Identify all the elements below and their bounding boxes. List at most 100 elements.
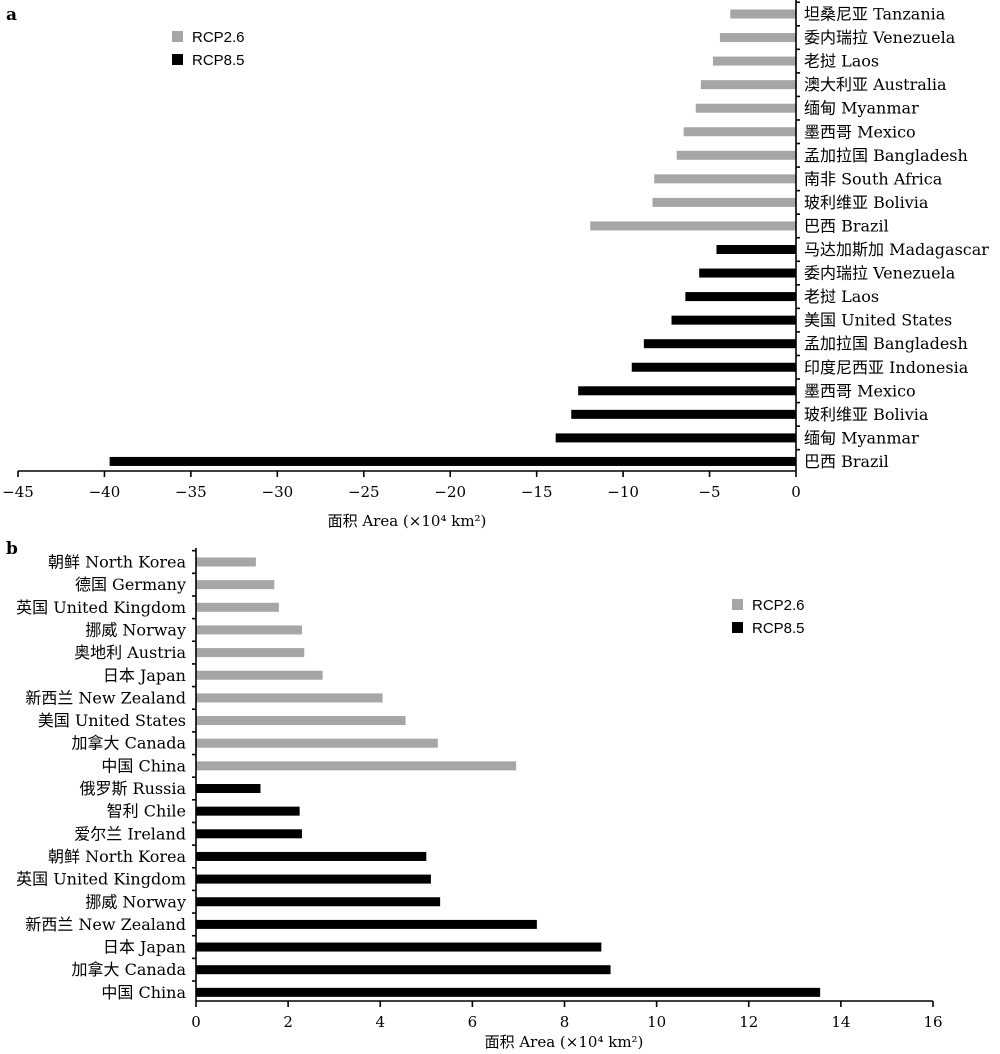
panel-b-bar xyxy=(196,738,438,748)
panel-b-bar xyxy=(196,580,275,590)
panel-b-legend-label: RCP2.6 xyxy=(752,597,805,614)
panel-b-x-tick-label: 8 xyxy=(560,1013,570,1031)
panel-a-category-label: 美国 United States xyxy=(804,311,952,330)
panel-b-category-label: 加拿大 Canada xyxy=(72,960,187,979)
panel-b-bar xyxy=(196,851,427,861)
panel-b-category-label: 朝鲜 North Korea xyxy=(48,847,186,866)
panel-b-bar xyxy=(196,829,302,839)
panel-b-category-label: 日本 Japan xyxy=(103,938,186,957)
panel-a-category-label: 巴西 Brazil xyxy=(804,452,889,471)
panel-a-category-label: 澳大利亚 Australia xyxy=(804,75,947,94)
panel-a-category-label: 孟加拉国 Bangladesh xyxy=(804,334,968,353)
panel-b-label: b xyxy=(6,539,18,559)
panel-b-bar xyxy=(196,625,302,635)
panel-b-bar xyxy=(196,965,611,975)
panel-a-x-tick-label: −35 xyxy=(175,483,207,501)
panel-a-label: a xyxy=(6,5,17,25)
panel-b-bar xyxy=(196,942,602,952)
panel-a-bar xyxy=(730,9,796,19)
panel-a-category-label: 马达加斯加 Madagascar xyxy=(804,240,989,259)
panel-a-bar xyxy=(700,80,796,90)
panel-b-bar xyxy=(196,670,323,680)
panel-a-legend-swatch xyxy=(172,31,183,42)
panel-a-bar xyxy=(578,386,796,396)
panel-a-bar xyxy=(683,127,796,137)
panel-b-category-label: 新西兰 New Zealand xyxy=(25,688,186,707)
panel-b-category-label: 中国 China xyxy=(101,756,186,775)
panel-a-bar xyxy=(685,292,796,302)
panel-a-category-label: 委内瑞拉 Venezuela xyxy=(804,264,956,283)
panel-b-category-label: 美国 United States xyxy=(38,711,186,730)
panel-b-category-label: 智利 Chile xyxy=(107,802,186,821)
panel-b-bar xyxy=(196,648,305,658)
panel-a-bar xyxy=(699,268,796,278)
panel-b-x-tick-label: 4 xyxy=(375,1013,385,1031)
panel-a-category-label: 玻利维亚 Bolivia xyxy=(804,405,929,424)
panel-a-x-tick-label: −30 xyxy=(262,483,294,501)
panel-b-legend-label: RCP8.5 xyxy=(752,620,805,637)
panel-a-category-label: 巴西 Brazil xyxy=(804,216,889,235)
panel-a-x-tick-label: −25 xyxy=(348,483,380,501)
panel-b-category-label: 英国 United Kingdom xyxy=(16,598,186,617)
panel-b-category-label: 俄罗斯 Russia xyxy=(79,779,186,798)
panel-a-bar xyxy=(695,103,796,113)
panel-a-legend-swatch xyxy=(172,54,183,65)
panel-b-bar xyxy=(196,874,431,884)
panel-a-x-tick-label: −20 xyxy=(434,483,466,501)
panel-a-bar xyxy=(571,409,796,419)
panel-a-category-label: 孟加拉国 Bangladesh xyxy=(804,146,968,165)
panel-b-category-label: 挪威 Norway xyxy=(85,892,186,911)
panel-b-category-label: 挪威 Norway xyxy=(85,620,186,639)
panel-b-category-label: 爱尔兰 Ireland xyxy=(74,824,186,843)
panel-b-x-tick-label: 2 xyxy=(283,1013,293,1031)
panel-a-bar xyxy=(654,174,796,184)
panel-a-x-tick-label: −45 xyxy=(2,483,34,501)
panel-a-bar xyxy=(555,433,796,443)
panel-b-chart: b 朝鲜 North Korea 德国 Germany 英国 United Kingd… xyxy=(6,539,943,1051)
panel-a-bar xyxy=(590,221,796,231)
panel-b-bar xyxy=(196,919,537,929)
panel-a-category-label: 坦桑尼亚 Tanzania xyxy=(804,5,946,24)
panel-b-bar xyxy=(196,716,406,726)
panel-a-x-tick-label: −15 xyxy=(521,483,553,501)
panel-b-category-label: 新西兰 New Zealand xyxy=(25,915,186,934)
panel-b-x-tick-label: 16 xyxy=(923,1013,942,1031)
panel-b-bar xyxy=(196,761,517,771)
panel-a-category-label: 墨西哥 Mexico xyxy=(804,381,916,400)
panel-b-category-label: 中国 China xyxy=(101,983,186,1002)
panel-a-bar xyxy=(652,197,796,207)
panel-a-bar xyxy=(676,150,796,160)
panel-a-x-tick-label: −10 xyxy=(607,483,639,501)
panel-a-bar xyxy=(713,56,796,66)
panel-b-x-tick-label: 0 xyxy=(191,1013,201,1031)
panel-b-legend-swatch xyxy=(732,599,743,610)
panel-a-category-label: 印度尼西亚 Indonesia xyxy=(804,358,969,377)
panel-b-x-tick-label: 6 xyxy=(468,1013,478,1031)
panel-b-bar xyxy=(196,806,300,816)
panel-a-bar xyxy=(631,362,796,372)
panel-b-bar xyxy=(196,602,279,612)
panel-b-bar xyxy=(196,897,441,907)
panel-b-bar xyxy=(196,987,821,997)
panel-b-category-label: 日本 Japan xyxy=(103,666,186,685)
panel-a-category-label: 老挝 Laos xyxy=(804,52,879,71)
panel-a-x-tick-label: −5 xyxy=(698,483,720,501)
panel-b-x-tick-label: 14 xyxy=(831,1013,850,1031)
panel-b-category-label: 朝鲜 North Korea xyxy=(48,553,186,572)
panel-a-bar xyxy=(643,339,796,349)
panel-a-bar xyxy=(716,245,796,254)
panel-b-bar xyxy=(196,693,383,703)
panel-a-chart: a 坦桑尼亚 Tanzania 委内瑞拉 Venezuela 老挝 Laos 澳大利亚 … xyxy=(2,0,989,530)
panel-a-x-tick-label: −40 xyxy=(89,483,121,501)
panel-b-category-label: 加拿大 Canada xyxy=(72,734,187,753)
panel-b-category-label: 德国 Germany xyxy=(75,575,186,594)
panel-b-x-axis-title: 面积 Area (×10⁴ km²) xyxy=(485,1033,644,1051)
panel-a-bar xyxy=(719,33,796,43)
panel-b-legend-swatch xyxy=(732,622,743,633)
panel-a-bar xyxy=(671,315,796,325)
panel-a-category-label: 南非 South Africa xyxy=(804,169,943,188)
panel-a-legend-label: RCP2.6 xyxy=(192,29,245,46)
panel-b-category-label: 英国 United Kingdom xyxy=(16,870,186,889)
panel-a-category-label: 墨西哥 Mexico xyxy=(804,122,916,141)
